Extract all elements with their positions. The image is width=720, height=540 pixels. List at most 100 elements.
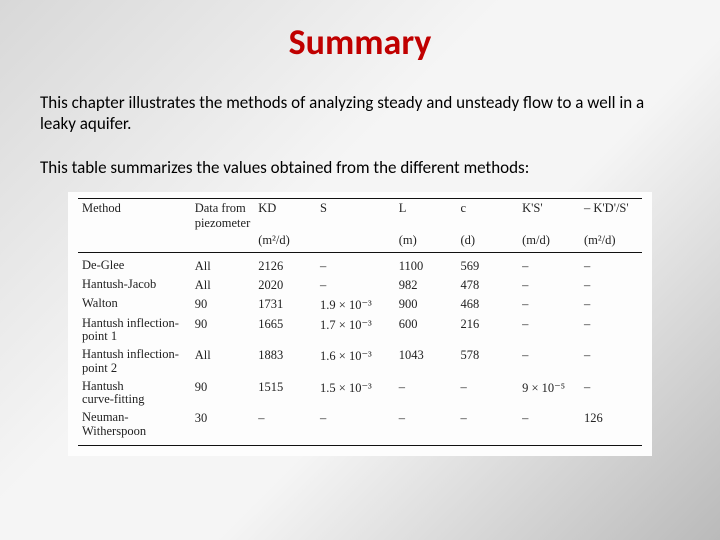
cell-kds: –	[580, 252, 642, 276]
cell-piezo: 90	[191, 295, 255, 315]
table-row: Hantushcurve-fitting9015151.5 × 10⁻³––9 …	[78, 378, 642, 410]
col-header-piezo: Data from	[191, 198, 255, 216]
cell-kd: 1883	[254, 346, 316, 378]
col-unit-kd: (m²/d)	[254, 233, 316, 253]
cell-c: 478	[456, 276, 518, 295]
cell-kds: –	[580, 378, 642, 410]
col-header-ks: K'S'	[518, 198, 580, 216]
cell-l: 1043	[395, 346, 457, 378]
col-header-method: Method	[78, 198, 191, 216]
cell-l: 900	[395, 295, 457, 315]
col-header-c: c	[456, 198, 518, 216]
col-sub-method	[78, 216, 191, 233]
methods-table-container: Method Data from KD S L c K'S' – K'D'/S'…	[68, 192, 652, 456]
method-line: Walton	[82, 297, 187, 311]
cell-kds: –	[580, 346, 642, 378]
method-line: point 2	[82, 362, 187, 376]
col-sub-kd	[254, 216, 316, 233]
cell-s: 1.9 × 10⁻³	[316, 295, 395, 315]
cell-s: –	[316, 252, 395, 276]
method-line: Hantush-Jacob	[82, 278, 187, 292]
cell-l: –	[395, 409, 457, 445]
cell-method: Hantush-Jacob	[78, 276, 191, 295]
col-sub-s	[316, 216, 395, 233]
col-unit-s	[316, 233, 395, 253]
col-header-l: L	[395, 198, 457, 216]
method-line: point 1	[82, 330, 187, 344]
cell-c: –	[456, 409, 518, 445]
cell-ks: –	[518, 409, 580, 445]
table-row: Walton9017311.9 × 10⁻³900468––	[78, 295, 642, 315]
cell-piezo: All	[191, 252, 255, 276]
table-row: Hantush inflection-point 2All18831.6 × 1…	[78, 346, 642, 378]
col-unit-l: (m)	[395, 233, 457, 253]
slide: Summary This chapter illustrates the met…	[0, 0, 720, 540]
cell-ks: –	[518, 346, 580, 378]
cell-kd: 2126	[254, 252, 316, 276]
method-line: Neuman-	[82, 411, 187, 425]
table-caption: This table summarizes the values obtaine…	[40, 157, 680, 178]
method-line: curve-fitting	[82, 393, 187, 407]
cell-c: 216	[456, 315, 518, 347]
cell-piezo: All	[191, 276, 255, 295]
col-header-s: S	[316, 198, 395, 216]
cell-s: –	[316, 276, 395, 295]
cell-c: 578	[456, 346, 518, 378]
cell-s: 1.5 × 10⁻³	[316, 378, 395, 410]
table-body: De-GleeAll2126–1100569––Hantush-JacobAll…	[78, 252, 642, 445]
cell-kds: –	[580, 295, 642, 315]
cell-kd: 1515	[254, 378, 316, 410]
method-line: Hantush inflection-	[82, 348, 187, 362]
cell-kds: 126	[580, 409, 642, 445]
cell-s: 1.6 × 10⁻³	[316, 346, 395, 378]
col-sub-c	[456, 216, 518, 233]
col-unit-ks: (m/d)	[518, 233, 580, 253]
cell-c: –	[456, 378, 518, 410]
col-unit-piezo	[191, 233, 255, 253]
cell-ks: –	[518, 295, 580, 315]
cell-c: 569	[456, 252, 518, 276]
cell-kd: –	[254, 409, 316, 445]
cell-l: 600	[395, 315, 457, 347]
cell-method: Neuman-Witherspoon	[78, 409, 191, 445]
method-line: De-Glee	[82, 259, 187, 273]
cell-kd: 1665	[254, 315, 316, 347]
col-unit-c: (d)	[456, 233, 518, 253]
cell-s: 1.7 × 10⁻³	[316, 315, 395, 347]
table-row: Hantush-JacobAll2020–982478––	[78, 276, 642, 295]
cell-piezo: 30	[191, 409, 255, 445]
col-sub-ks	[518, 216, 580, 233]
cell-ks: –	[518, 252, 580, 276]
page-title: Summary	[40, 20, 680, 64]
cell-method: Walton	[78, 295, 191, 315]
col-sub-l	[395, 216, 457, 233]
cell-l: –	[395, 378, 457, 410]
cell-l: 982	[395, 276, 457, 295]
table-row: De-GleeAll2126–1100569––	[78, 252, 642, 276]
cell-kd: 1731	[254, 295, 316, 315]
cell-piezo: 90	[191, 378, 255, 410]
cell-ks: –	[518, 315, 580, 347]
cell-kds: –	[580, 276, 642, 295]
table-row: Neuman-Witherspoon30–––––126	[78, 409, 642, 445]
cell-piezo: 90	[191, 315, 255, 347]
cell-c: 468	[456, 295, 518, 315]
col-sub-piezo: piezometer	[191, 216, 255, 233]
cell-method: Hantush inflection-point 1	[78, 315, 191, 347]
cell-l: 1100	[395, 252, 457, 276]
cell-piezo: All	[191, 346, 255, 378]
cell-ks: 9 × 10⁻⁵	[518, 378, 580, 410]
col-unit-kds: (m²/d)	[580, 233, 642, 253]
col-header-kds: – K'D'/S'	[580, 198, 642, 216]
method-line: Hantush inflection-	[82, 317, 187, 331]
table-row: Hantush inflection-point 19016651.7 × 10…	[78, 315, 642, 347]
col-header-kd: KD	[254, 198, 316, 216]
col-unit-method	[78, 233, 191, 253]
method-line: Witherspoon	[82, 425, 187, 439]
col-sub-kds	[580, 216, 642, 233]
method-line: Hantush	[82, 380, 187, 394]
cell-method: Hantush inflection-point 2	[78, 346, 191, 378]
cell-method: Hantushcurve-fitting	[78, 378, 191, 410]
cell-s: –	[316, 409, 395, 445]
cell-method: De-Glee	[78, 252, 191, 276]
